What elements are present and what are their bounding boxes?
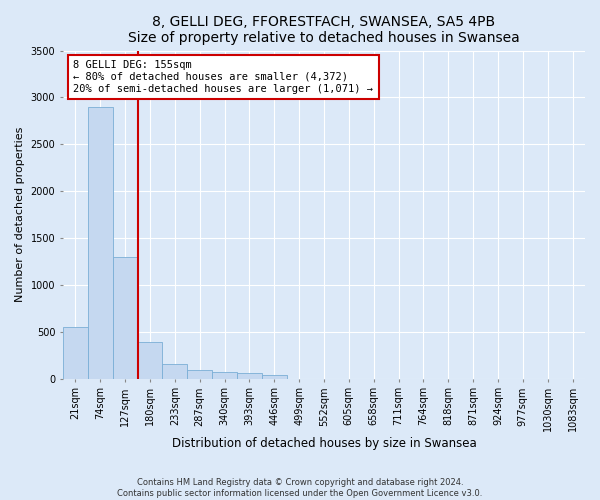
Bar xyxy=(113,256,137,378)
Y-axis label: Number of detached properties: Number of detached properties xyxy=(15,127,25,302)
Bar xyxy=(137,342,163,378)
Bar xyxy=(163,364,187,378)
Bar xyxy=(88,107,113,378)
Bar xyxy=(63,326,88,378)
Bar xyxy=(212,372,237,378)
X-axis label: Distribution of detached houses by size in Swansea: Distribution of detached houses by size … xyxy=(172,437,476,450)
Text: Contains HM Land Registry data © Crown copyright and database right 2024.
Contai: Contains HM Land Registry data © Crown c… xyxy=(118,478,482,498)
Bar xyxy=(237,374,262,378)
Title: 8, GELLI DEG, FFORESTFACH, SWANSEA, SA5 4PB
Size of property relative to detache: 8, GELLI DEG, FFORESTFACH, SWANSEA, SA5 … xyxy=(128,15,520,45)
Bar xyxy=(262,375,287,378)
Text: 8 GELLI DEG: 155sqm
← 80% of detached houses are smaller (4,372)
20% of semi-det: 8 GELLI DEG: 155sqm ← 80% of detached ho… xyxy=(73,60,373,94)
Bar xyxy=(187,370,212,378)
